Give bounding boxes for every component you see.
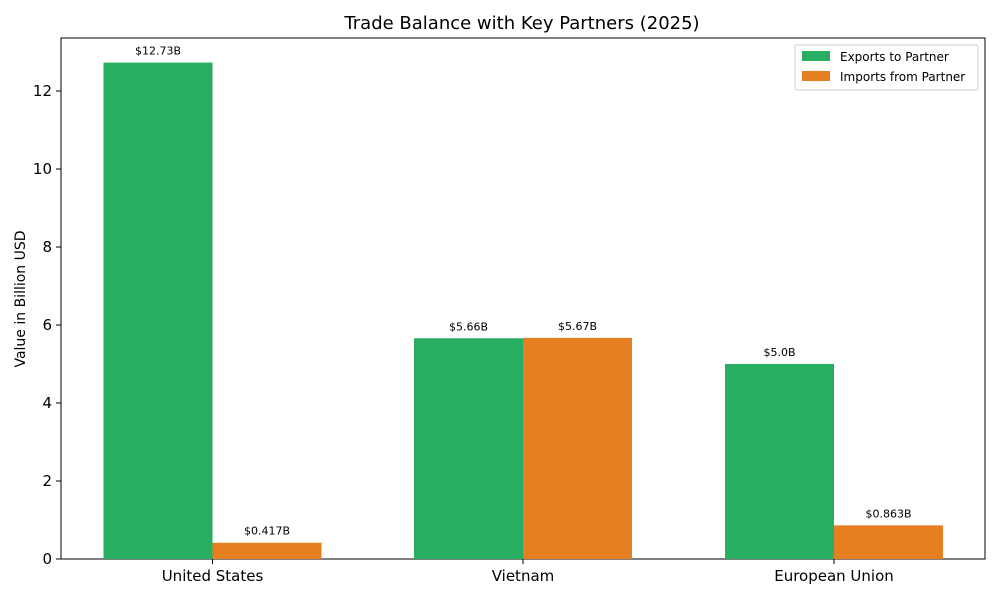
data-label: $5.66B — [449, 320, 488, 333]
x-tick-label: Vietnam — [492, 567, 555, 585]
bar-exports — [103, 62, 213, 559]
bar-imports — [212, 542, 322, 559]
x-tick-label: United States — [162, 567, 264, 585]
data-label: $5.67B — [558, 320, 597, 333]
y-tick-label: 10 — [33, 160, 52, 178]
data-label: $0.863B — [865, 507, 911, 520]
y-tick-label: 8 — [42, 238, 52, 256]
bar-imports — [834, 525, 943, 559]
data-label: $12.73B — [135, 45, 181, 58]
data-label: $0.417B — [244, 525, 290, 538]
chart-title: Trade Balance with Key Partners (2025) — [343, 13, 699, 34]
x-tick-label: European Union — [774, 567, 894, 585]
legend-box — [794, 44, 979, 91]
legend-label: Exports to Partner — [840, 50, 949, 64]
legend-swatch — [802, 71, 830, 81]
bar-imports — [523, 337, 632, 559]
y-tick-label: 0 — [42, 550, 52, 568]
y-tick-label: 6 — [42, 316, 52, 334]
legend-swatch — [802, 51, 830, 61]
legend: Exports to Partner Imports from Partner — [794, 44, 979, 91]
y-tick-label: 4 — [42, 394, 52, 412]
legend-label: Imports from Partner — [840, 70, 965, 84]
y-tick-label: 12 — [33, 82, 52, 100]
data-label: $5.0B — [763, 346, 795, 359]
plot-area: 0 2 4 6 8 10 12 United States $12.73B $0.417B Viet… — [33, 37, 986, 585]
bar-exports — [414, 338, 523, 559]
bar-exports — [725, 364, 834, 559]
y-tick-label: 2 — [42, 472, 52, 490]
y-axis-label: Value in Billion USD — [13, 230, 29, 367]
